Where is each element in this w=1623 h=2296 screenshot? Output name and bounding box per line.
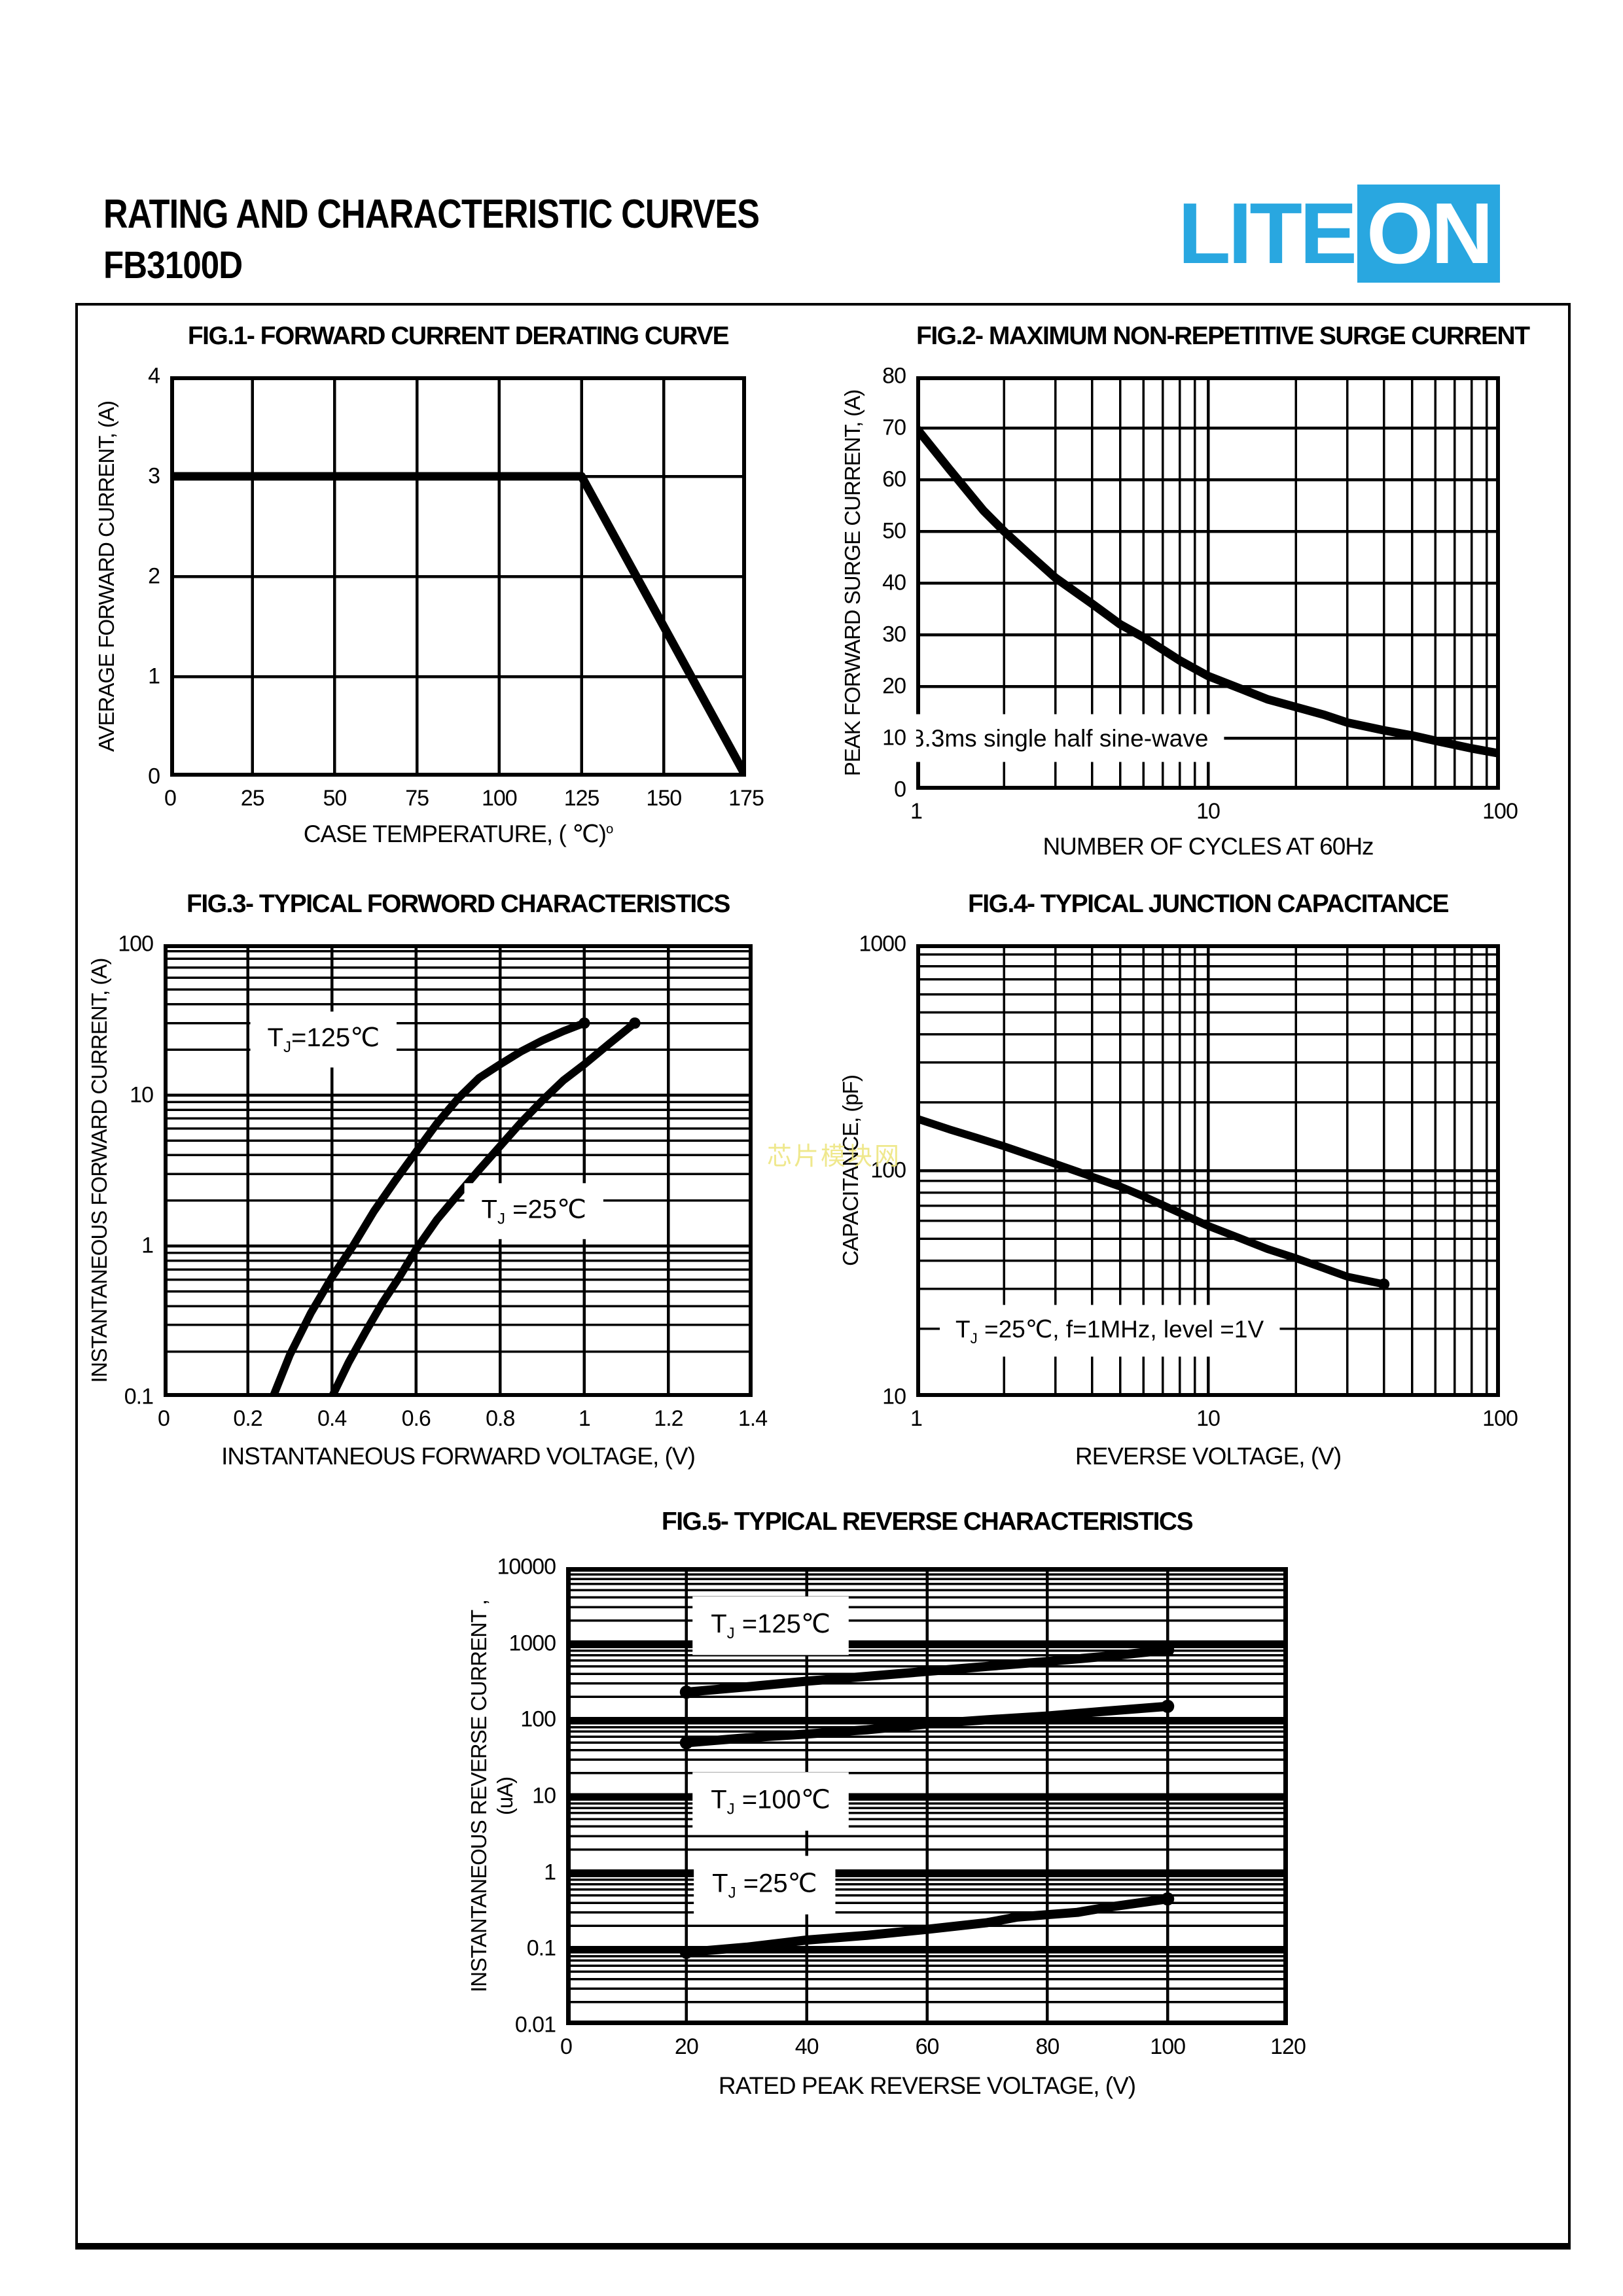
y-tick-label: 80: [882, 363, 906, 389]
x-tick-label: 0: [158, 1406, 170, 1431]
x-tick-label: 0.4: [317, 1406, 347, 1431]
x-tick-label: 50: [323, 786, 348, 811]
figure-4-title: FIG.4- TYPICAL JUNCTION CAPACITANCE: [967, 890, 1450, 918]
y-tick-label: 0: [148, 764, 160, 789]
curve-average-forward-current-limit: [170, 472, 746, 777]
y-tick-label: 2: [148, 563, 160, 589]
x-tick-label: 100: [1482, 799, 1518, 824]
x-tick-label: 0.6: [401, 1406, 431, 1431]
figure-5-title: FIG.5- TYPICAL REVERSE CHARACTERISTICS: [661, 1508, 1194, 1536]
y-tick-label: 1: [148, 663, 160, 689]
x-tick-label: 20: [674, 2034, 699, 2059]
figure-2-y-axis-title: PEAK FORWARD SURGE CURRENT, (A): [840, 389, 865, 777]
y-tick-label: 4: [148, 363, 160, 389]
page-title: RATING AND CHARACTERISTIC CURVES: [103, 192, 760, 237]
y-tick-label: 20: [882, 673, 906, 699]
logo-lite-text: LITE: [1178, 185, 1357, 281]
figure-1-plot: [170, 376, 746, 777]
x-tick-label: 150: [646, 786, 682, 811]
y-tick-label: 0.1: [124, 1384, 154, 1409]
y-tick-label: 0: [894, 777, 906, 802]
y-tick-label: 0.1: [526, 1935, 556, 1961]
figure-3-plot: TJ=125℃ TJ =25℃: [164, 944, 753, 1397]
figure-1-title: FIG.1- FORWARD CURRENT DERATING CURVE: [187, 322, 730, 350]
x-tick-label: 1.2: [654, 1406, 683, 1431]
plot-label: TJ =125℃: [711, 1610, 830, 1642]
plot-label: TJ =25℃, f=1MHz, level =1V: [955, 1315, 1264, 1346]
x-tick-label: 1: [910, 799, 923, 824]
logo-on-text: ON: [1357, 185, 1500, 283]
x-tick-label: 80: [1035, 2034, 1060, 2059]
x-tick-label: 1.4: [738, 1406, 768, 1431]
curve-junction-capacitance: [916, 1114, 1388, 1288]
plot-label: TJ =100℃: [711, 1785, 830, 1818]
y-tick-label: 40: [882, 570, 906, 595]
y-tick-label: 1000: [508, 1631, 556, 1656]
curve-tj-25C: [328, 1019, 639, 1397]
x-tick-label: 0: [560, 2034, 573, 2059]
x-tick-label: 120: [1270, 2034, 1306, 2059]
y-tick-label: 100: [520, 1706, 556, 1732]
y-tick-label: 3: [148, 463, 160, 489]
x-tick-label: 1: [910, 1406, 923, 1431]
x-tick-label: 25: [240, 786, 265, 811]
plot-label: TJ=125℃: [268, 1023, 380, 1056]
y-tick-label: 60: [882, 467, 906, 492]
y-tick-label: 10: [130, 1082, 154, 1108]
y-tick-label: 10000: [497, 1554, 556, 1580]
figure-3-y-axis-title: INSTANTANEOUS FORWARD CURRENT, (A): [87, 958, 111, 1383]
figure-2-plot: 8.3ms single half sine-wave: [916, 376, 1500, 790]
x-tick-label: 100: [1482, 1406, 1518, 1431]
x-tick-label: 0.2: [233, 1406, 262, 1431]
curve-tj-100C: [681, 1701, 1173, 1748]
figure-4-plot: TJ =25℃, f=1MHz, level =1V: [916, 944, 1500, 1397]
y-tick-label: 100: [118, 931, 154, 957]
liteon-logo: LITE ON: [1178, 185, 1500, 283]
figure-4-x-axis-title: REVERSE VOLTAGE, (V): [1075, 1443, 1342, 1470]
curve-tj-125C: [269, 1019, 588, 1397]
y-tick-label: 10: [532, 1783, 556, 1809]
y-tick-label: 50: [882, 518, 906, 544]
y-tick-label: 1: [141, 1233, 154, 1258]
y-tick-label: 70: [882, 415, 906, 440]
watermark: 芯片模块网: [767, 1143, 902, 1171]
plot-label: TJ =25℃: [482, 1195, 586, 1227]
figure-1-x-axis-title: CASE TEMPERATURE, ( ℃)o: [303, 821, 614, 847]
y-tick-label: 10: [882, 725, 906, 751]
figure-2-title: FIG.2- MAXIMUM NON-REPETITIVE SURGE CURR…: [916, 322, 1530, 350]
x-tick-label: 1: [578, 1406, 591, 1431]
y-tick-label: 1000: [859, 931, 906, 957]
x-tick-label: 100: [481, 786, 518, 811]
figure-3-title: FIG.3- TYPICAL FORWORD CHARACTERISTICS: [187, 890, 730, 918]
x-tick-label: 175: [728, 786, 764, 811]
x-tick-label: 10: [1196, 1406, 1221, 1431]
x-tick-label: 60: [915, 2034, 940, 2059]
figure-5-x-axis-title: RATED PEAK REVERSE VOLTAGE, (V): [718, 2072, 1136, 2099]
x-tick-label: 0: [164, 786, 177, 811]
x-tick-label: 10: [1196, 799, 1221, 824]
y-tick-label: 0.01: [514, 2012, 556, 2038]
x-tick-label: 40: [794, 2034, 819, 2059]
y-tick-label: 10: [882, 1384, 906, 1409]
y-tick-label: 100: [870, 1157, 906, 1183]
curve-tj-25C: [681, 1894, 1173, 1957]
figure-5-plot: TJ =125℃ TJ =100℃ TJ =25℃: [566, 1567, 1288, 2025]
x-tick-label: 75: [405, 786, 429, 811]
plot-label: 8.3ms single half sine-wave: [916, 725, 1208, 752]
plot-label: TJ =25℃: [712, 1869, 817, 1901]
figure-1-y-axis-title: AVERAGE FORWARD CURRENT, (A): [94, 400, 118, 752]
curve-surge-current: [916, 423, 1500, 758]
part-number: FB3100D: [103, 244, 243, 287]
x-tick-label: 100: [1150, 2034, 1186, 2059]
x-tick-label: 0.8: [486, 1406, 515, 1431]
curve-tj-125C: [681, 1645, 1173, 1697]
y-tick-label: 30: [882, 622, 906, 647]
y-tick-label: 1: [544, 1860, 556, 1885]
figure-3-x-axis-title: INSTANTANEOUS FORWARD VOLTAGE, (V): [221, 1443, 696, 1470]
figure-2-x-axis-title: NUMBER OF CYCLES AT 60Hz: [1043, 833, 1374, 860]
x-tick-label: 125: [563, 786, 600, 811]
